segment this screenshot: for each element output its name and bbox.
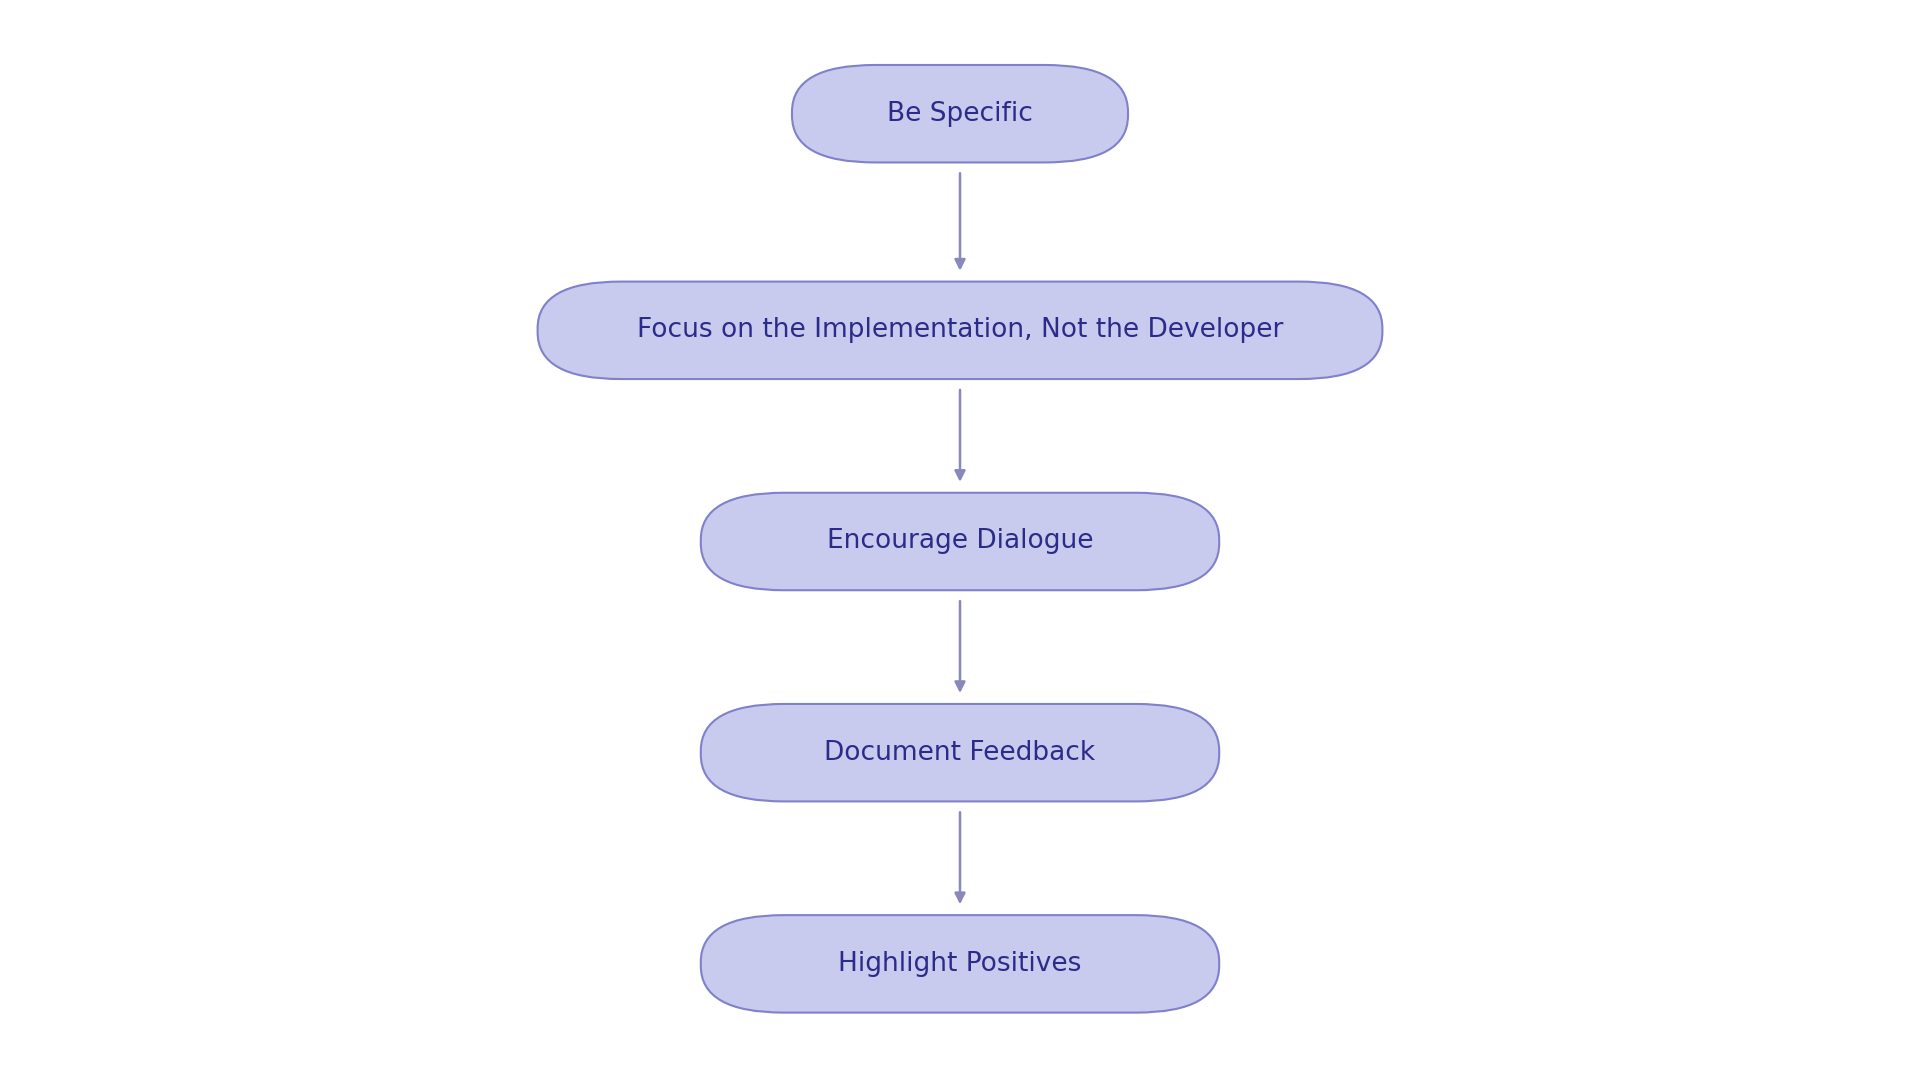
Text: Document Feedback: Document Feedback	[824, 740, 1096, 766]
FancyBboxPatch shape	[701, 915, 1219, 1013]
Text: Encourage Dialogue: Encourage Dialogue	[828, 529, 1092, 554]
FancyBboxPatch shape	[538, 282, 1382, 379]
FancyBboxPatch shape	[701, 704, 1219, 801]
FancyBboxPatch shape	[791, 65, 1127, 162]
Text: Highlight Positives: Highlight Positives	[839, 951, 1081, 977]
FancyBboxPatch shape	[701, 493, 1219, 590]
Text: Focus on the Implementation, Not the Developer: Focus on the Implementation, Not the Dev…	[637, 317, 1283, 343]
Text: Be Specific: Be Specific	[887, 101, 1033, 127]
